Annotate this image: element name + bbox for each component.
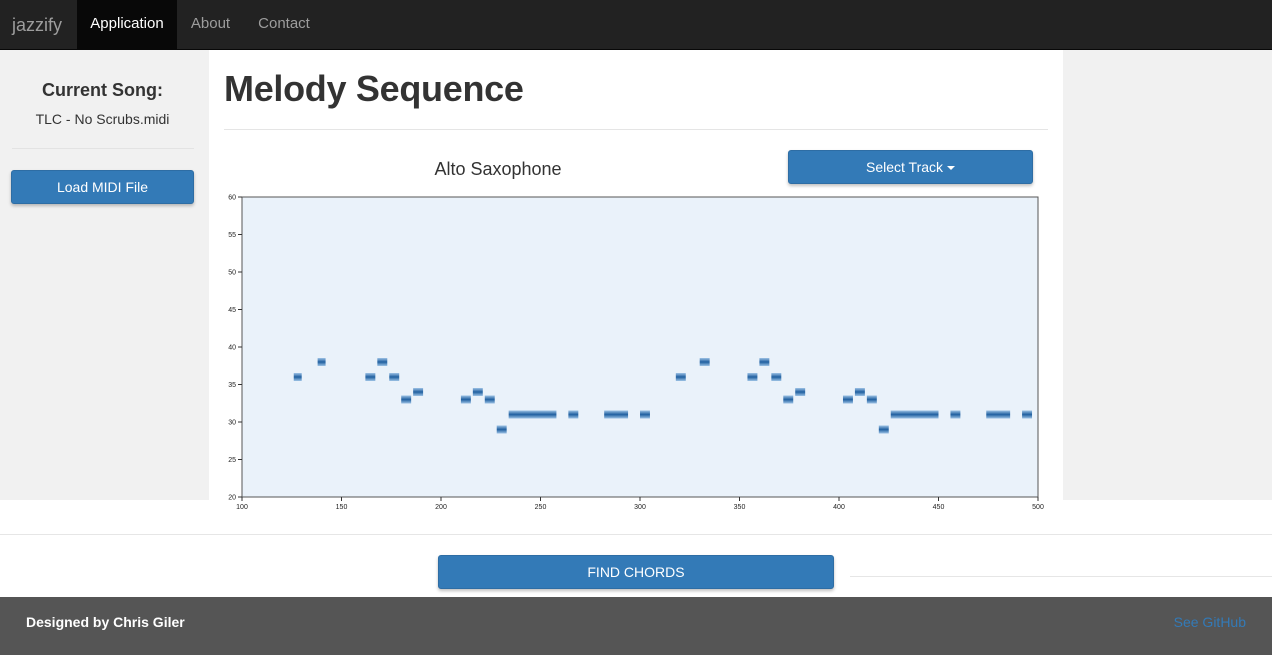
track-name: Alto Saxophone: [434, 159, 562, 179]
note-bar: [699, 358, 710, 366]
x-tick-label: 300: [634, 504, 646, 510]
note-bar: [854, 388, 865, 396]
y-tick-label: 20: [228, 495, 236, 502]
y-tick-label: 50: [228, 270, 236, 277]
note-bar: [842, 395, 853, 404]
x-tick-label: 250: [535, 504, 547, 510]
select-track-label: Select Track: [865, 159, 944, 175]
note-bar: [413, 388, 424, 396]
x-tick-label: 500: [1032, 504, 1044, 510]
page-title: Melody Sequence: [224, 68, 524, 109]
note-bar: [604, 410, 629, 419]
y-tick-label: 25: [228, 457, 236, 464]
y-tick-label: 30: [228, 420, 236, 427]
note-bar: [878, 425, 889, 434]
note-bar: [389, 373, 400, 381]
caret-down-icon: [947, 166, 956, 171]
note-bar: [675, 373, 686, 381]
x-tick-label: 100: [236, 504, 248, 510]
note-bar: [866, 395, 877, 404]
x-tick-label: 200: [435, 504, 447, 510]
current-song-name: TLC - No Scrubs.midi: [35, 111, 170, 127]
navbar: jazzify Application About Contact: [0, 0, 1272, 50]
note-bar: [472, 388, 483, 396]
note-bar: [950, 410, 961, 419]
note-bar: [890, 410, 939, 419]
note-bar: [484, 395, 495, 404]
note-bar: [460, 395, 471, 404]
x-tick-label: 150: [336, 504, 348, 510]
x-tick-label: 400: [833, 504, 845, 510]
plot-area: [241, 196, 1039, 498]
note-bar: [640, 410, 650, 419]
note-bar: [783, 395, 794, 404]
note-bar: [795, 388, 806, 396]
find-chords-button[interactable]: FIND CHORDS: [438, 555, 834, 589]
note-bar: [317, 358, 326, 366]
y-tick-label: 60: [228, 195, 236, 202]
load-midi-button[interactable]: Load MIDI File: [11, 170, 194, 204]
x-tick-label: 350: [734, 504, 746, 510]
note-bar: [377, 358, 388, 366]
y-tick-label: 45: [228, 307, 236, 314]
note-bar: [508, 410, 557, 419]
note-bar: [365, 373, 376, 381]
github-link[interactable]: See GitHub: [1173, 614, 1246, 630]
x-tick-label: 450: [933, 504, 945, 510]
note-bar: [496, 425, 507, 434]
sidebar-divider: [12, 148, 194, 149]
note-bar: [568, 410, 579, 419]
title-divider: [224, 129, 1048, 130]
current-song-heading: Current Song:: [42, 80, 163, 100]
note-bar: [293, 373, 302, 381]
nav-item-about[interactable]: About: [190, 15, 231, 32]
nav-item-contact[interactable]: Contact: [258, 15, 310, 32]
y-tick-label: 55: [228, 232, 236, 239]
note-bar: [747, 373, 758, 381]
note-bar: [986, 410, 1011, 419]
note-bar: [1022, 410, 1033, 419]
footer: Designed by Chris Giler See GitHub: [0, 597, 1272, 655]
note-bar: [771, 373, 782, 381]
select-track-button[interactable]: Select Track: [788, 150, 1033, 184]
right-divider: [850, 576, 1272, 577]
note-bar: [759, 358, 770, 366]
note-bar: [401, 395, 412, 404]
nav-item-application[interactable]: Application: [77, 0, 177, 50]
section-divider: [0, 534, 1272, 535]
brand-logo[interactable]: jazzify: [12, 15, 63, 35]
melody-chart: 100 150 200 250 300 350 400 450 500 20 25 30 35 40 45 5…: [228, 195, 1044, 511]
y-tick-label: 40: [228, 345, 236, 352]
footer-credit: Designed by Chris Giler: [26, 614, 185, 630]
y-tick-label: 35: [228, 382, 236, 389]
